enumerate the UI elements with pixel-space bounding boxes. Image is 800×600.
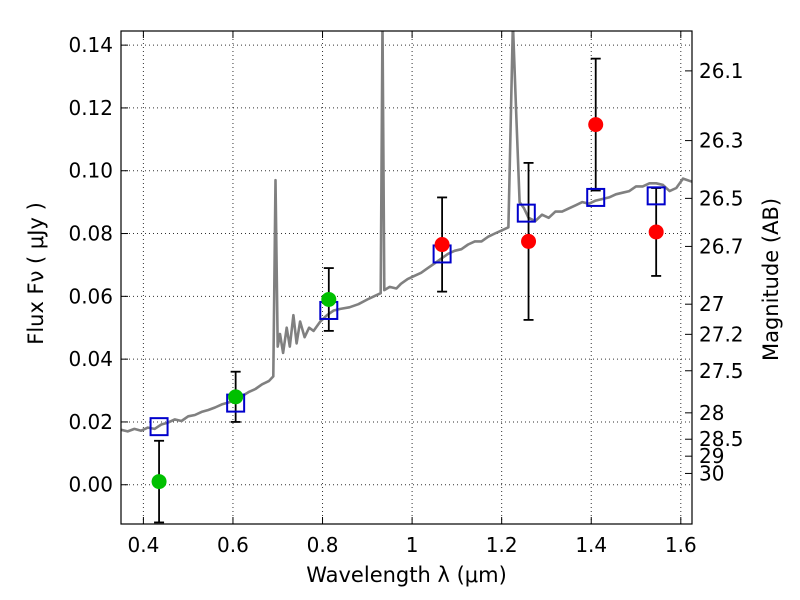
observed-flux-marker [588, 117, 604, 133]
magnitude-tick-label: 26.7 [699, 234, 744, 258]
y-tick-label: 0.04 [68, 347, 113, 371]
plot-frame [120, 30, 693, 525]
y-tick-labels: 0.00 0.02 0.04 0.06 0.08 0.10 0.12 0.14 [68, 33, 113, 497]
magnitude-tick-label: 26.3 [699, 129, 744, 153]
model-band-marker [646, 186, 666, 206]
x-tick-label: 0.6 [217, 533, 249, 557]
magnitude-tick-label: 26.5 [699, 186, 744, 210]
model-band-marker [149, 417, 169, 437]
magnitude-tick-label: 28 [699, 401, 724, 425]
y-tick-label: 0.14 [68, 33, 113, 57]
magnitude-tick-label: 29 [699, 444, 724, 468]
x-tick-label: 1.6 [665, 533, 697, 557]
x-axis-label: Wavelength λ (μm) [306, 563, 507, 587]
observed-flux-marker [228, 389, 244, 405]
magnitude-axis-label: Magnitude (AB) [759, 198, 783, 361]
y-tick-label: 0.00 [68, 473, 113, 497]
grid [121, 31, 692, 524]
x-tick-label: 0.8 [307, 533, 339, 557]
observed-flux-marker [648, 224, 664, 240]
model-spectrum [121, 31, 692, 433]
observed-flux-marker [434, 237, 450, 253]
y-tick-label: 0.08 [68, 222, 113, 246]
tick-marks [121, 31, 692, 524]
observed-flux-marker [321, 291, 337, 307]
observed-flux-marker [521, 233, 537, 249]
x-tick-label: 1.4 [575, 533, 607, 557]
magnitude-tick-label: 27.2 [699, 322, 744, 346]
y-axis-label: Flux Fν ( μJy ) [24, 202, 48, 345]
data-points [149, 57, 666, 524]
model-band-marker [586, 187, 606, 207]
magnitude-tick-label: 28.5 [699, 427, 744, 451]
y-tick-label: 0.12 [68, 96, 113, 120]
spectrum-line [121, 31, 692, 433]
magnitude-tick-label: 30 [699, 461, 724, 485]
x-tick-labels: 0.4 0.6 0.8 1 1.2 1.4 1.6 [127, 533, 696, 557]
y-tick-label: 0.10 [68, 159, 113, 183]
x-tick-label: 1 [406, 533, 419, 557]
magnitude-tick-label: 27.5 [699, 359, 744, 383]
x-tick-label: 0.4 [127, 533, 159, 557]
magnitude-tick-label: 27 [699, 292, 724, 316]
y-tick-label: 0.02 [68, 410, 113, 434]
x-tick-label: 1.2 [486, 533, 518, 557]
observed-flux-marker [151, 474, 167, 490]
magnitude-tick-label: 26.1 [699, 59, 744, 83]
y-tick-label: 0.06 [68, 284, 113, 308]
model-band-marker [516, 203, 536, 223]
